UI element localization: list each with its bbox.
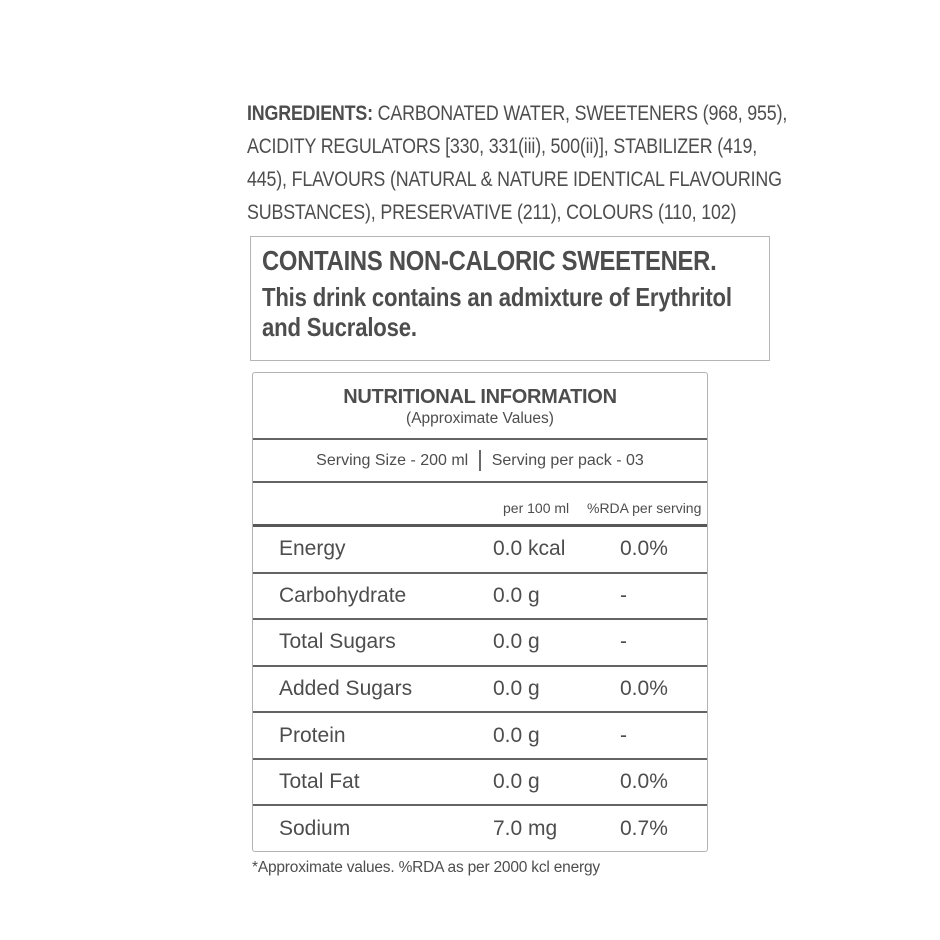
nutrient-name: Total Sugars xyxy=(279,630,396,654)
ingredients-line-1-text: CARBONATED WATER, SWEETENERS (968, 955), xyxy=(372,102,788,125)
nutrient-name: Energy xyxy=(279,537,346,561)
ingredients-line-1: INGREDIENTS: CARBONATED WATER, SWEETENER… xyxy=(247,97,808,130)
column-header-row: per 100 ml %RDA per serving xyxy=(253,483,707,527)
column-header-per-100ml: per 100 ml xyxy=(503,500,570,516)
table-row-energy: Energy 0.0 kcal 0.0% xyxy=(253,527,707,574)
ingredients-line-4: SUBSTANCES), PRESERVATIVE (211), COLOURS… xyxy=(247,201,737,224)
nutrient-name: Protein xyxy=(279,723,346,747)
sweetener-notice-line-1: This drink contains an admixture of Eryt… xyxy=(262,282,732,312)
nutrient-rda: - xyxy=(620,723,627,747)
nutrient-name: Sodium xyxy=(279,816,351,840)
nutrient-rda: 0.0% xyxy=(620,537,668,561)
sweetener-notice-box: CONTAINS NON-CALORIC SWEETENER. This dri… xyxy=(250,236,770,361)
table-row-carbohydrate: Carbohydrate 0.0 g - xyxy=(253,574,707,621)
nutrient-rda: 0.7% xyxy=(620,816,668,840)
nutrient-name: Total Fat xyxy=(279,770,360,794)
nutrient-rda: - xyxy=(620,630,627,654)
table-row-sodium: Sodium 7.0 mg 0.7% xyxy=(253,806,707,851)
nutrition-table-header: NUTRITIONAL INFORMATION (Approximate Val… xyxy=(253,373,707,440)
ingredients-label: INGREDIENTS: xyxy=(247,102,373,125)
nutrient-value: 0.0 g xyxy=(493,723,540,747)
nutrient-name: Added Sugars xyxy=(279,677,413,701)
table-row-protein: Protein 0.0 g - xyxy=(253,713,707,760)
serving-per-pack: Serving per pack - 03 xyxy=(491,451,644,469)
nutrient-value: 0.0 g xyxy=(493,583,540,607)
nutrient-rda: - xyxy=(620,583,627,607)
nutrient-value: 0.0 g xyxy=(493,677,540,701)
ingredients-line-3: 445), FLAVOURS (NATURAL & NATURE IDENTIC… xyxy=(247,168,782,191)
sweetener-notice-title: CONTAINS NON-CALORIC SWEETENER. xyxy=(262,245,717,276)
nutrient-value: 0.0 g xyxy=(493,770,540,794)
nutrient-value: 0.0 g xyxy=(493,630,540,654)
nutrition-rows: Energy 0.0 kcal 0.0% Carbohydrate 0.0 g … xyxy=(253,527,707,851)
nutrient-rda: 0.0% xyxy=(620,770,668,794)
nutrition-table-subtitle: (Approximate Values) xyxy=(406,410,554,427)
ingredients-section: INGREDIENTS: CARBONATED WATER, SWEETENER… xyxy=(247,97,907,229)
nutrition-table: NUTRITIONAL INFORMATION (Approximate Val… xyxy=(252,372,708,852)
serving-info-row: Serving Size - 200 ml Serving per pack -… xyxy=(253,440,707,483)
serving-size: Serving Size - 200 ml xyxy=(316,451,469,469)
nutrient-name: Carbohydrate xyxy=(279,583,407,607)
serving-separator-bar xyxy=(479,450,481,471)
table-row-total-fat: Total Fat 0.0 g 0.0% xyxy=(253,760,707,807)
column-header-rda: %RDA per serving xyxy=(587,500,702,516)
ingredients-line-2: ACIDITY REGULATORS [330, 331(iii), 500(i… xyxy=(247,135,758,158)
nutrient-rda: 0.0% xyxy=(620,677,668,701)
table-row-total-sugars: Total Sugars 0.0 g - xyxy=(253,620,707,667)
nutrient-value: 7.0 mg xyxy=(493,816,558,840)
nutrition-table-title: NUTRITIONAL INFORMATION xyxy=(343,386,617,408)
nutrient-value: 0.0 kcal xyxy=(493,537,566,561)
sweetener-notice-line-2: and Sucralose. xyxy=(262,312,417,342)
footnote: *Approximate values. %RDA as per 2000 kc… xyxy=(252,859,600,876)
table-row-added-sugars: Added Sugars 0.0 g 0.0% xyxy=(253,667,707,714)
